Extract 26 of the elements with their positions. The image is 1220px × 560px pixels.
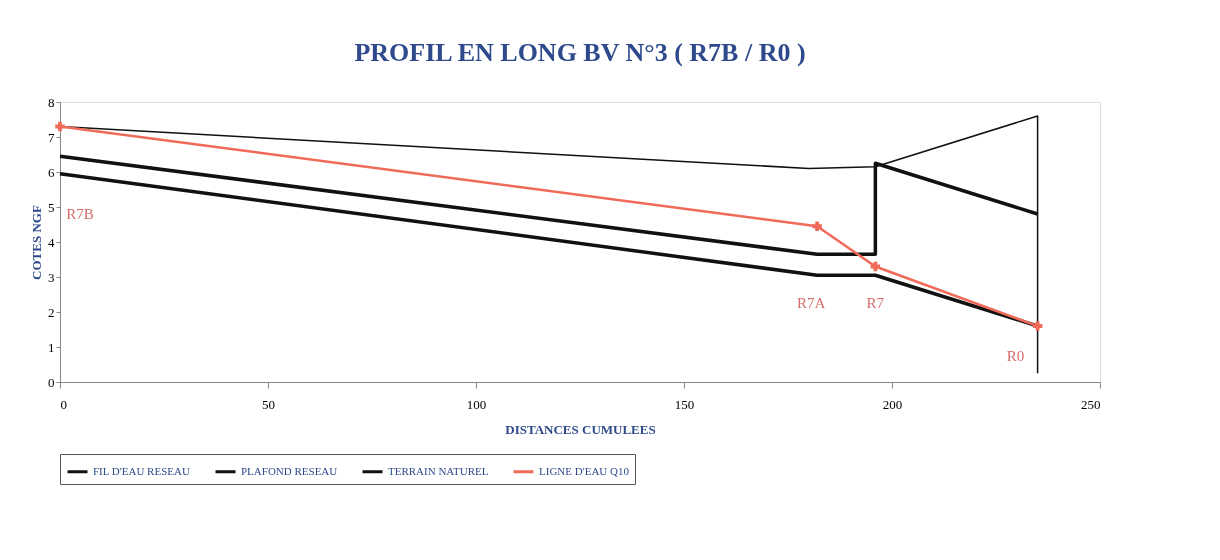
x-axis-title: DISTANCES CUMULEES	[505, 421, 656, 437]
legend-label: PLAFOND RESEAU	[241, 464, 338, 477]
chart-title: PROFIL EN LONG BV N°3 ( R7B / R0 )	[354, 38, 806, 67]
y-tick-label: 2	[48, 304, 55, 320]
annotation: R0	[1006, 348, 1025, 364]
y-tick-label: 6	[48, 164, 55, 180]
y-tick-label: 7	[48, 129, 55, 145]
annotation: R7A	[796, 295, 826, 312]
y-axis-title: COTES NGF	[29, 205, 44, 280]
x-tick-label: 0	[60, 396, 67, 412]
legend-label: LIGNE D'EAU Q10	[539, 464, 630, 477]
x-tick-label: 150	[674, 396, 695, 412]
x-tick-label: 50	[262, 396, 275, 412]
y-tick-label: 5	[48, 199, 55, 215]
x-tick-label: 250	[1081, 396, 1101, 412]
y-tick-label: 1	[48, 339, 55, 355]
legend-label: TERRAIN NATUREL	[388, 464, 489, 477]
legend-label: FIL D'EAU RESEAU	[93, 464, 190, 477]
x-tick-label: 100	[466, 396, 487, 412]
x-tick-label: 200	[882, 396, 903, 412]
annotation: R7	[866, 295, 885, 312]
y-tick-label: 4	[48, 234, 55, 250]
y-tick-label: 0	[48, 374, 55, 390]
y-tick-label: 8	[48, 94, 55, 110]
annotation: R7B	[66, 205, 94, 222]
y-tick-label: 3	[48, 269, 55, 285]
